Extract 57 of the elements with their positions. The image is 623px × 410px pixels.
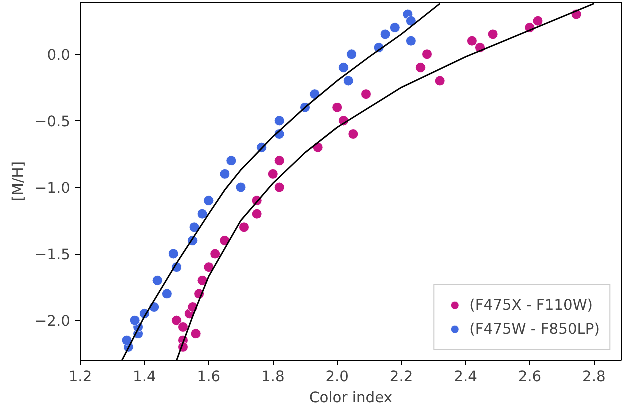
point [210, 248, 221, 260]
point [466, 36, 478, 46]
point [338, 62, 350, 73]
point [252, 208, 262, 220]
point [197, 208, 208, 220]
point [168, 248, 179, 260]
point [204, 196, 214, 206]
point [348, 129, 359, 140]
point [190, 328, 202, 340]
point [152, 275, 163, 286]
point [434, 76, 446, 86]
point [268, 168, 278, 180]
x-axis-title: Color index [309, 390, 393, 406]
y-tick-label: −0.5 [34, 113, 71, 130]
point [197, 275, 208, 286]
point [189, 222, 200, 233]
point [226, 156, 237, 166]
point [204, 262, 214, 273]
point [532, 16, 544, 26]
point [162, 288, 172, 300]
point [172, 315, 182, 326]
point [390, 22, 400, 34]
point [488, 29, 498, 40]
legend-label: (F475X - F110W) [470, 296, 594, 314]
x-tick-label: 2.2 [390, 368, 414, 386]
point [416, 62, 426, 73]
x-tick-label: 1.4 [133, 368, 156, 386]
x-tick-label: 2.8 [582, 368, 606, 386]
point [236, 182, 246, 193]
y-tick-label: −2.0 [34, 313, 71, 330]
y-tick-label: −1.0 [34, 180, 71, 197]
legend-label: (F475W - F850LP) [470, 320, 600, 338]
point [380, 29, 391, 40]
point [238, 222, 250, 233]
x-tick-label: 2.6 [518, 368, 542, 386]
point [178, 322, 188, 332]
x-tick-label: 1.8 [261, 368, 285, 386]
x-tick-label: 1.2 [68, 368, 92, 386]
y-tick-label: −1.5 [34, 246, 71, 264]
y-axis-title: [M/H] [10, 161, 27, 202]
point [122, 335, 132, 346]
point [346, 49, 358, 60]
point [422, 49, 433, 60]
point [361, 89, 372, 100]
point [406, 36, 416, 46]
point [274, 156, 285, 166]
x-tick-label: 2.4 [454, 368, 478, 386]
point [274, 116, 285, 126]
point [343, 76, 354, 86]
x-tick-label: 1.6 [197, 368, 221, 386]
y-tick-label: 0.0 [47, 46, 71, 64]
point [274, 182, 285, 193]
x-tick-label: 2.0 [326, 368, 350, 386]
point [406, 16, 416, 26]
point [130, 315, 140, 326]
point [332, 102, 343, 113]
point [220, 168, 230, 180]
